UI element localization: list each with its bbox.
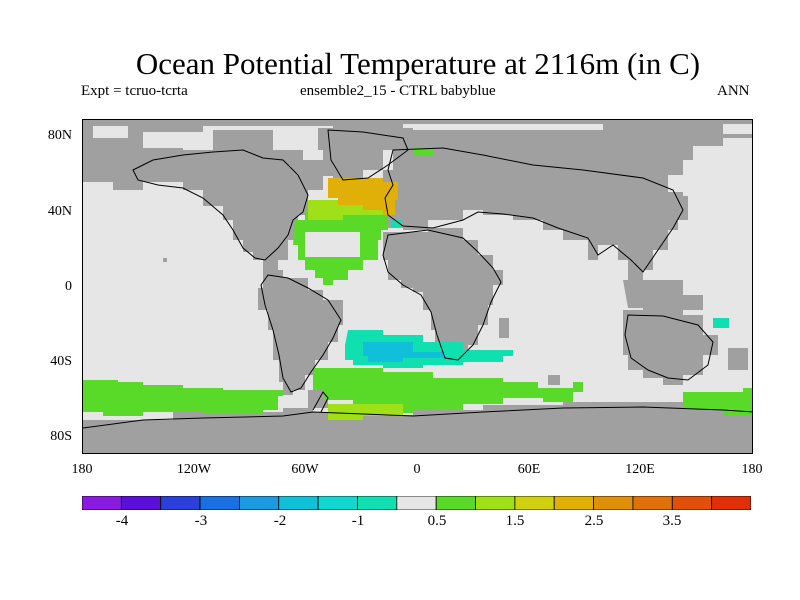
arctic-ocean-patch-3 — [723, 124, 752, 134]
colorbar-swatch — [239, 496, 280, 510]
colorbar-swatch — [671, 496, 713, 510]
pacific-island — [163, 258, 167, 262]
colorbar-swatch — [357, 496, 398, 510]
colorbar-label: 3.5 — [662, 513, 682, 529]
australia-land — [623, 310, 718, 385]
colorbar-swatch — [120, 496, 162, 510]
colorbar — [82, 496, 751, 510]
season-label: ANN — [717, 83, 750, 99]
colorbar-swatch — [632, 496, 673, 510]
colorbar-swatch — [317, 496, 358, 510]
ensemble-label: ensemble2_15 - CTRL babyblue — [300, 83, 496, 99]
colorbar-swatch — [278, 496, 319, 510]
lon-tick-label: 120E — [625, 462, 655, 477]
colorbar-swatch — [514, 496, 555, 510]
madagascar-land — [499, 318, 509, 338]
lat-tick-label: 0 — [65, 279, 72, 294]
colorbar-label: -1 — [351, 513, 365, 529]
colorbar-swatch — [475, 496, 516, 510]
sargasso-neutral — [305, 232, 360, 257]
lat-tick-label: 40S — [50, 354, 72, 369]
map-svg — [83, 120, 752, 453]
arctic-ocean-patch-2 — [403, 124, 603, 130]
map-title: Ocean Potential Temperature at 2116m (in… — [135, 46, 701, 81]
lon-tick-label: 0 — [413, 462, 421, 477]
southern-ocean-yellowgreen — [328, 404, 403, 420]
world-map — [82, 119, 753, 454]
lon-tick-label: 60E — [517, 462, 541, 477]
southern-ocean-green-pacific — [83, 380, 283, 416]
kerguelen-land — [548, 375, 560, 385]
colorbar-label: -3 — [194, 513, 208, 529]
med-outflow-teal — [391, 220, 401, 228]
lon-tick-label: 120W — [176, 462, 212, 477]
eurasia-land — [383, 146, 688, 280]
lon-tick-label: 60W — [291, 462, 319, 477]
colorbar-swatch — [711, 496, 751, 510]
greenland-land — [318, 128, 413, 182]
coastlines — [83, 129, 752, 429]
colorbar-swatch — [199, 496, 240, 510]
colorbar-swatch — [82, 496, 122, 510]
colorbar-swatch — [553, 496, 594, 510]
lat-tick-label: 40N — [47, 204, 72, 219]
southern-ocean-green-atlantic — [313, 368, 583, 413]
colorbar-swatch — [396, 496, 437, 510]
colorbar-label: -2 — [273, 513, 287, 529]
antarctica-land — [83, 402, 752, 453]
arctic-land — [83, 120, 752, 190]
colorbar-label: 0.5 — [427, 513, 447, 529]
lon-tick-label: 180 — [741, 462, 763, 477]
africa-land — [383, 228, 503, 365]
new-zealand-land — [728, 348, 748, 370]
colorbar-label: 2.5 — [584, 513, 604, 529]
tasman-teal — [713, 318, 729, 328]
experiment-label: Expt = tcruo-tcrta — [81, 83, 188, 99]
north-atlantic-orange — [328, 178, 398, 215]
crosshatch-region — [202, 393, 274, 407]
maritime-continent-land — [623, 280, 703, 316]
nordic-sea-green — [413, 148, 433, 156]
colorbar-label: -4 — [115, 513, 129, 529]
colorbar-label: 1.5 — [505, 513, 525, 529]
arctic-ocean-patch — [93, 126, 128, 138]
lat-tick-label: 80N — [47, 128, 72, 143]
south-atlantic-cyan — [363, 342, 443, 362]
south-america-land — [258, 270, 343, 395]
lat-tick-label: 80S — [50, 429, 72, 444]
colorbar-swatch — [593, 496, 634, 510]
colorbar-swatch — [435, 496, 476, 510]
lon-tick-label: 180 — [71, 462, 93, 477]
colorbar-swatch — [160, 496, 201, 510]
